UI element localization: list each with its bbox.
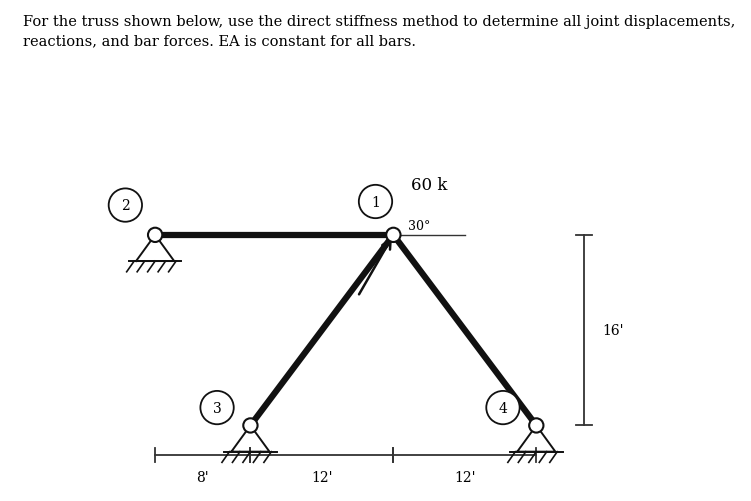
Circle shape: [487, 391, 520, 424]
Circle shape: [201, 391, 234, 424]
Text: 12': 12': [311, 469, 333, 483]
Text: 8': 8': [197, 469, 209, 483]
Circle shape: [109, 189, 142, 222]
Text: 12': 12': [454, 469, 475, 483]
Text: 30°: 30°: [408, 220, 430, 233]
Circle shape: [148, 228, 162, 242]
Text: 4: 4: [499, 401, 508, 415]
Circle shape: [386, 228, 400, 242]
Text: 60 k: 60 k: [412, 177, 448, 194]
Text: 3: 3: [213, 401, 222, 415]
Text: 2: 2: [121, 199, 130, 212]
Circle shape: [359, 185, 392, 219]
Circle shape: [529, 418, 544, 433]
Text: For the truss shown below, use the direct stiffness method to determine all join: For the truss shown below, use the direc…: [23, 15, 735, 49]
Text: 1: 1: [371, 195, 380, 209]
Text: 16': 16': [602, 324, 623, 338]
Circle shape: [243, 418, 258, 433]
